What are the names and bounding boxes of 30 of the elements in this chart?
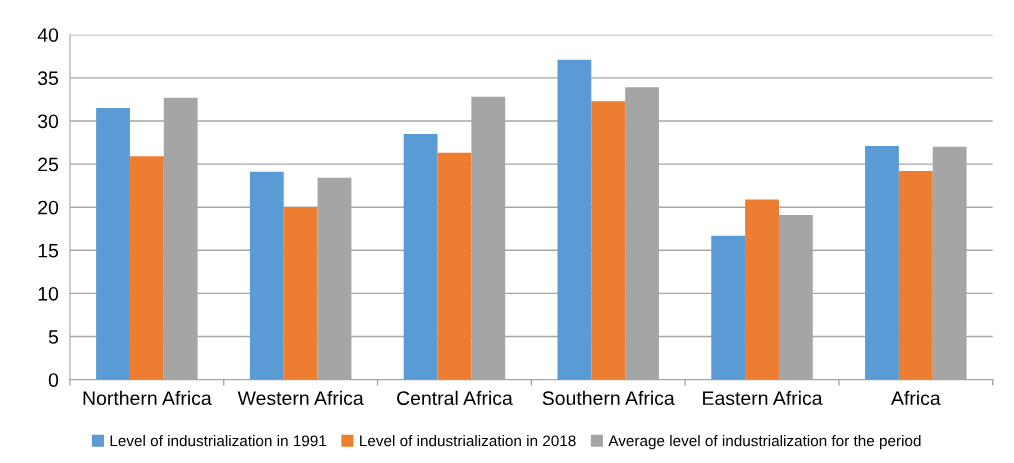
bar (591, 101, 626, 380)
y-tick-label: 10 (38, 286, 59, 301)
legend-label: Level of industrialization in 1991 (110, 435, 327, 447)
bar (745, 199, 779, 380)
y-tick-label: 5 (48, 330, 59, 344)
bar (283, 207, 318, 380)
bar (898, 170, 933, 380)
x-tick-label: Southern Africa (542, 390, 675, 406)
x-tick-label: Central Africa (397, 390, 513, 406)
bar (437, 152, 472, 380)
y-tick-label: 25 (38, 157, 59, 172)
bar (865, 145, 899, 380)
legend-label: Level of industrialization in 2018 (360, 435, 576, 447)
x-tick-label: Western Africa (237, 390, 364, 406)
legend-label: Average level of industrialization for the period (608, 435, 921, 450)
bar (129, 156, 164, 380)
x-tick-label: Eastern Africa (703, 390, 823, 406)
bar (96, 108, 130, 380)
bar (557, 59, 592, 380)
y-tick-label: 15 (38, 243, 59, 258)
x-tick-label: Africa (891, 390, 941, 406)
y-tick-label: 20 (38, 200, 59, 215)
x-tick-label: Northern Africa (83, 390, 212, 406)
bar (711, 235, 746, 380)
y-tick-label: 0 (48, 373, 59, 387)
y-tick-label: 35 (37, 71, 59, 86)
y-tick-label: 40 (37, 28, 59, 42)
y-tick-label: 30 (37, 114, 59, 129)
bar (249, 171, 284, 380)
bar (403, 133, 438, 380)
